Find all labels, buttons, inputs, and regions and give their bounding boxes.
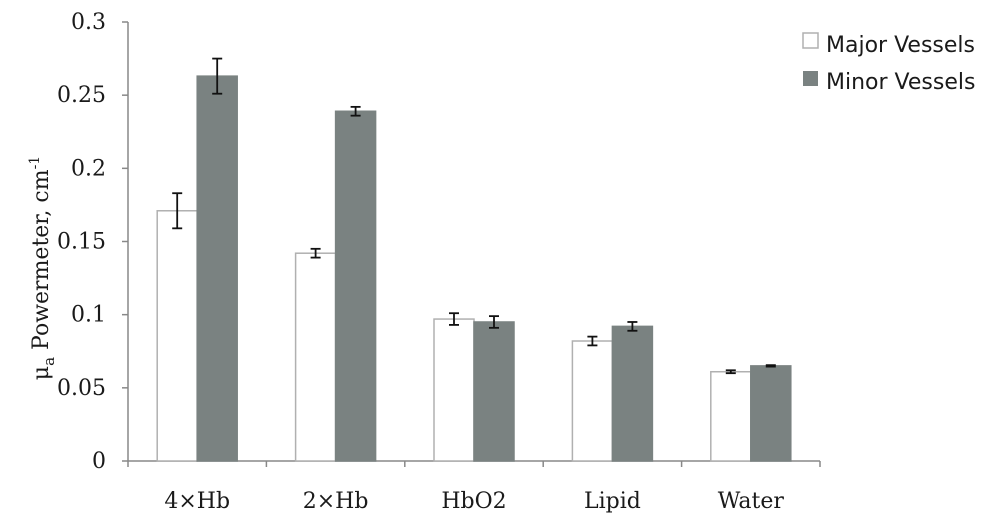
- legend-label-minor-vessels: Minor Vessels: [826, 70, 975, 95]
- error-bar-minor-vessels: [627, 321, 638, 332]
- y-axis: 0 0.05 0.1 0.15 0.2 0.25 0.3: [57, 10, 129, 474]
- x-category-label: 2×Hb: [303, 489, 369, 514]
- bar-minor-vessels: [334, 110, 377, 462]
- bar-major-vessels: [433, 318, 475, 462]
- y-axis-title: μa Powermeter, cm-1: [27, 156, 58, 380]
- x-category-label: Water: [718, 489, 785, 514]
- bar-major-vessels: [294, 252, 337, 462]
- y-axis-title-subscript: a: [40, 357, 58, 366]
- legend-swatch-major-vessels: [802, 32, 819, 49]
- error-bar-major-vessels: [310, 247, 321, 259]
- error-bar-major-vessels: [725, 369, 736, 375]
- bar-minor-vessels: [611, 325, 654, 462]
- error-bar-minor-vessels: [489, 315, 499, 329]
- error-bar-major-vessels: [587, 335, 598, 347]
- bar-minor-vessels: [750, 365, 792, 462]
- y-axis-title-text: Powermeter, cm: [29, 169, 54, 357]
- y-axis-title-mu: μ: [29, 366, 54, 380]
- y-tick-label: 0.15: [57, 230, 106, 255]
- y-tick-label: 0.05: [57, 376, 106, 401]
- y-tick-label: 0.1: [71, 303, 106, 328]
- y-axis-title-superscript: -1: [27, 156, 43, 170]
- bars-group: [156, 57, 792, 462]
- y-tick-label: 0.3: [71, 10, 106, 35]
- x-category-label: HbO2: [441, 489, 506, 514]
- x-axis: 4×Hb 2×Hb HbO2 Lipid Water: [127, 460, 821, 514]
- y-tick-label: 0.2: [71, 156, 106, 181]
- bar-minor-vessels: [196, 75, 238, 462]
- bar-major-vessels: [710, 370, 752, 462]
- legend: Major Vessels Minor Vessels: [802, 32, 975, 95]
- legend-label-major-vessels: Major Vessels: [826, 33, 975, 58]
- y-tick-label: 0: [92, 449, 106, 474]
- bar-minor-vessels: [473, 321, 515, 462]
- legend-swatch-minor-vessels: [803, 71, 818, 86]
- y-tick-label: 0.25: [57, 83, 106, 108]
- error-bar-major-vessels: [172, 192, 183, 230]
- error-bar-minor-vessels: [350, 105, 361, 117]
- error-bar-major-vessels: [449, 312, 459, 326]
- x-category-label: 4×Hb: [164, 489, 230, 514]
- bar-major-vessels: [571, 340, 614, 462]
- bar-major-vessels: [156, 210, 198, 462]
- error-bar-minor-vessels: [212, 57, 223, 95]
- error-bar-minor-vessels: [765, 364, 776, 368]
- x-category-label: Lipid: [584, 489, 641, 514]
